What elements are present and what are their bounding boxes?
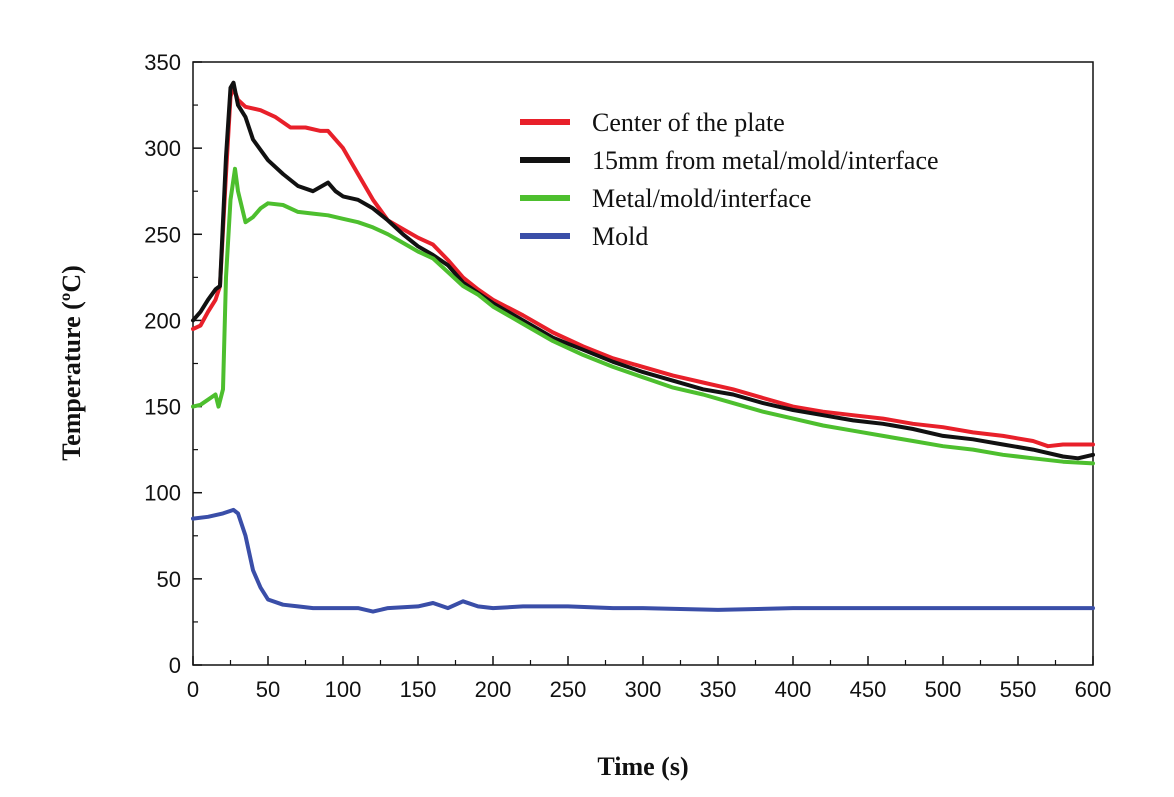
y-tick-label: 200 [144, 308, 181, 333]
x-tick-label: 200 [475, 677, 512, 702]
x-tick-label: 150 [400, 677, 437, 702]
legend-label: Center of the plate [592, 108, 785, 137]
x-tick-label: 300 [625, 677, 662, 702]
series-lines [191, 80, 1095, 614]
x-tick-label: 350 [700, 677, 737, 702]
x-tick-label: 400 [775, 677, 812, 702]
x-axis-title: Time (s) [597, 752, 688, 781]
x-tick-label: 550 [1000, 677, 1037, 702]
y-tick-label: 100 [144, 481, 181, 506]
y-tick-label: 350 [144, 50, 181, 75]
x-tick-label: 500 [925, 677, 962, 702]
x-tick-label: 450 [850, 677, 887, 702]
legend-label: Metal/mold/interface [592, 184, 811, 213]
series-line [191, 80, 1095, 461]
y-tick-label: 150 [144, 395, 181, 420]
x-tick-label: 100 [325, 677, 362, 702]
y-tick-label: 0 [169, 653, 181, 678]
series-line [191, 507, 1095, 614]
x-tick-label: 50 [256, 677, 280, 702]
x-tick-label: 250 [550, 677, 587, 702]
x-tick-label: 0 [187, 677, 199, 702]
x-tick-label: 600 [1075, 677, 1112, 702]
axis-ticks [192, 61, 1094, 666]
axis-tick-labels: 0 50 100 150 200 250 300 350 400 450 500 550 600 0 50 1… [144, 50, 1111, 702]
series-line [191, 85, 1095, 449]
legend: Center of the plate 15mm from metal/mold/… [520, 108, 939, 251]
y-axis-title: Temperature (ºC) [57, 265, 86, 461]
y-tick-label: 250 [144, 222, 181, 247]
series-line [191, 166, 1095, 466]
legend-label: Mold [592, 222, 648, 251]
y-tick-label: 300 [144, 136, 181, 161]
legend-label: 15mm from metal/mold/interface [592, 146, 939, 175]
y-tick-label: 50 [157, 567, 181, 592]
